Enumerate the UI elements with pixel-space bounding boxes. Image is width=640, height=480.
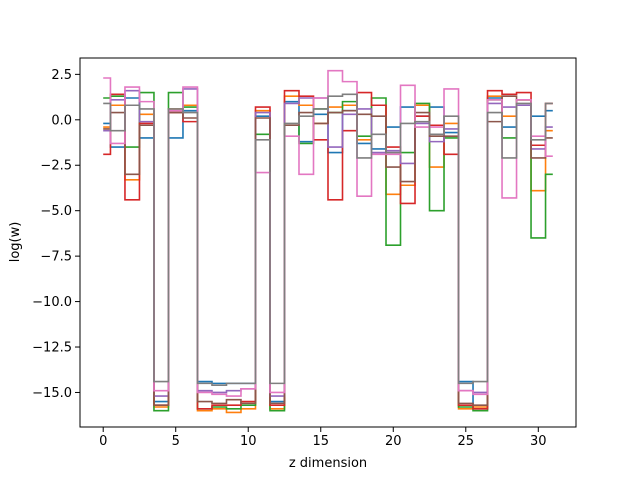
y-tick-label: −2.5 <box>40 159 72 174</box>
x-tick-label: 30 <box>530 434 547 449</box>
plot-frame <box>79 57 577 428</box>
y-tick-label: 0.0 <box>51 113 72 128</box>
y-tick-label: −10.0 <box>32 295 72 310</box>
x-axis-ticks: 0 5 10 15 20 25 30 <box>99 427 547 449</box>
y-tick-label: −15.0 <box>32 386 72 401</box>
series-line-w8 <box>103 93 553 386</box>
y-axis-label: log(w) <box>8 222 23 263</box>
y-tick-label: 2.5 <box>51 68 72 83</box>
y-tick-label: −12.5 <box>32 341 72 356</box>
y-axis-ticks: 2.5 0.0 −2.5 −5.0 −7.5 −10.0 −12.5 −15.0 <box>32 68 80 401</box>
series-line-w6 <box>103 95 553 406</box>
x-tick-label: 5 <box>172 434 180 449</box>
x-tick-label: 0 <box>99 434 107 449</box>
y-tick-label: −7.5 <box>40 250 72 265</box>
x-tick-label: 25 <box>458 434 475 449</box>
x-tick-label: 20 <box>385 434 402 449</box>
series-layer <box>103 69 553 414</box>
x-tick-label: 10 <box>240 434 257 449</box>
x-axis-label: z dimension <box>289 456 367 471</box>
series-line-w7 <box>103 69 553 397</box>
x-tick-label: 15 <box>312 434 329 449</box>
y-tick-label: −5.0 <box>40 204 72 219</box>
